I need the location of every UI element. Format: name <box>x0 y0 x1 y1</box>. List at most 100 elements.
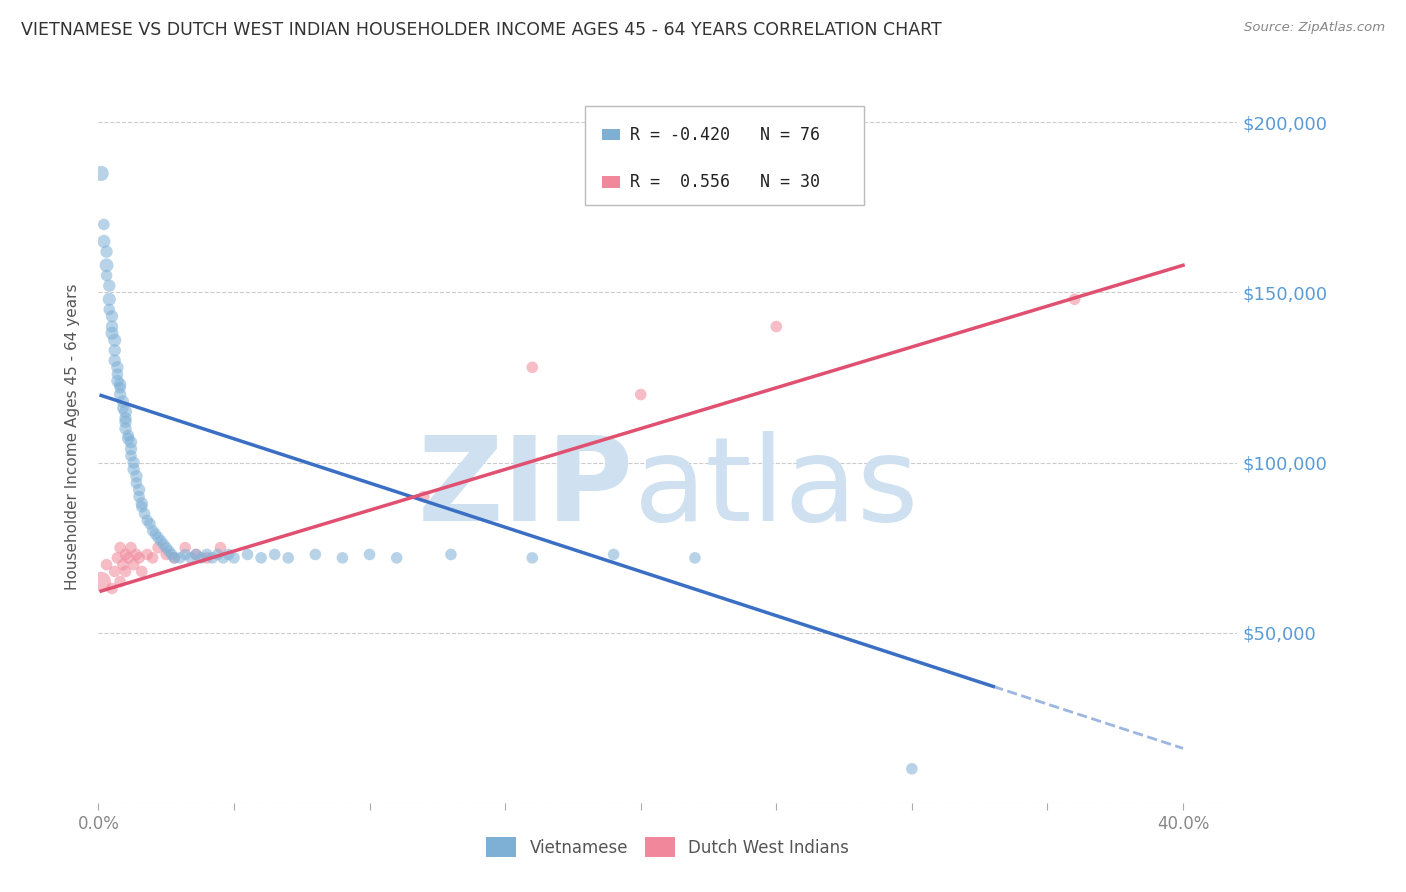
Y-axis label: Householder Income Ages 45 - 64 years: Householder Income Ages 45 - 64 years <box>65 284 80 591</box>
Point <box>120 541 142 555</box>
Point <box>139 516 162 531</box>
Point <box>146 531 169 545</box>
Point <box>114 421 136 435</box>
Point <box>184 548 207 562</box>
Point <box>104 343 127 358</box>
Point <box>201 550 224 565</box>
Point <box>101 310 124 324</box>
Point <box>522 550 544 565</box>
Point <box>108 377 131 392</box>
Point <box>250 550 273 565</box>
Point <box>169 550 191 565</box>
Point <box>108 381 131 395</box>
Point <box>263 548 285 562</box>
Point <box>122 462 145 476</box>
Point <box>209 541 232 555</box>
Point <box>134 507 156 521</box>
Point <box>128 550 150 565</box>
Point <box>142 524 165 538</box>
Point <box>146 541 169 555</box>
Point <box>90 166 112 180</box>
Point <box>630 387 652 401</box>
Point <box>212 550 235 565</box>
Point <box>131 496 153 510</box>
Point <box>96 268 118 283</box>
Point <box>120 449 142 463</box>
Point <box>602 548 624 562</box>
Point <box>522 360 544 375</box>
Point <box>142 550 165 565</box>
Text: atlas: atlas <box>634 431 920 546</box>
Point <box>155 548 177 562</box>
Point <box>163 550 186 565</box>
Point <box>122 456 145 470</box>
Point <box>111 558 134 572</box>
Text: R =  0.556   N = 30: R = 0.556 N = 30 <box>630 173 820 191</box>
Text: VIETNAMESE VS DUTCH WEST INDIAN HOUSEHOLDER INCOME AGES 45 - 64 YEARS CORRELATIO: VIETNAMESE VS DUTCH WEST INDIAN HOUSEHOL… <box>21 21 942 39</box>
Point <box>96 558 118 572</box>
Point <box>195 548 218 562</box>
Point <box>114 415 136 429</box>
Point <box>107 367 129 381</box>
Point <box>101 319 124 334</box>
Point <box>222 550 245 565</box>
Point <box>765 319 787 334</box>
Point <box>901 762 924 776</box>
Point <box>412 490 434 504</box>
Point <box>160 548 183 562</box>
Point <box>136 548 159 562</box>
Point <box>157 544 180 558</box>
Point <box>184 548 207 562</box>
Point <box>174 548 197 562</box>
Point <box>120 435 142 450</box>
Point <box>332 550 354 565</box>
Point <box>96 258 118 272</box>
Point <box>104 353 127 368</box>
Point <box>218 548 240 562</box>
Point <box>96 244 118 259</box>
Point <box>108 541 131 555</box>
Point <box>98 278 121 293</box>
Point <box>359 548 381 562</box>
Point <box>114 565 136 579</box>
Point <box>385 550 408 565</box>
Point <box>107 360 129 375</box>
Point <box>117 432 139 446</box>
Point <box>155 541 177 555</box>
Point <box>108 574 131 589</box>
Point <box>117 550 139 565</box>
Point <box>136 513 159 527</box>
Point <box>98 293 121 307</box>
Point <box>117 428 139 442</box>
Text: Source: ZipAtlas.com: Source: ZipAtlas.com <box>1244 21 1385 35</box>
Point <box>104 333 127 347</box>
Point <box>190 550 212 565</box>
Point <box>114 548 136 562</box>
Point <box>111 394 134 409</box>
Point <box>90 574 112 589</box>
Point <box>128 483 150 497</box>
Legend: Vietnamese, Dutch West Indians: Vietnamese, Dutch West Indians <box>479 830 856 864</box>
Point <box>101 582 124 596</box>
Point <box>93 235 115 249</box>
Point <box>125 548 148 562</box>
Text: ZIP: ZIP <box>418 431 634 546</box>
Point <box>149 533 172 548</box>
Point <box>163 550 186 565</box>
Point <box>131 565 153 579</box>
Point <box>107 374 129 388</box>
Point <box>125 469 148 483</box>
Point <box>120 442 142 456</box>
Point <box>236 548 259 562</box>
Point <box>101 326 124 341</box>
Point <box>122 558 145 572</box>
Point <box>304 548 326 562</box>
Point <box>440 548 463 562</box>
Point <box>145 527 167 541</box>
Point <box>683 550 706 565</box>
Point <box>180 550 202 565</box>
Point <box>277 550 299 565</box>
Point <box>1063 293 1085 307</box>
Point <box>207 548 229 562</box>
Point <box>107 550 129 565</box>
